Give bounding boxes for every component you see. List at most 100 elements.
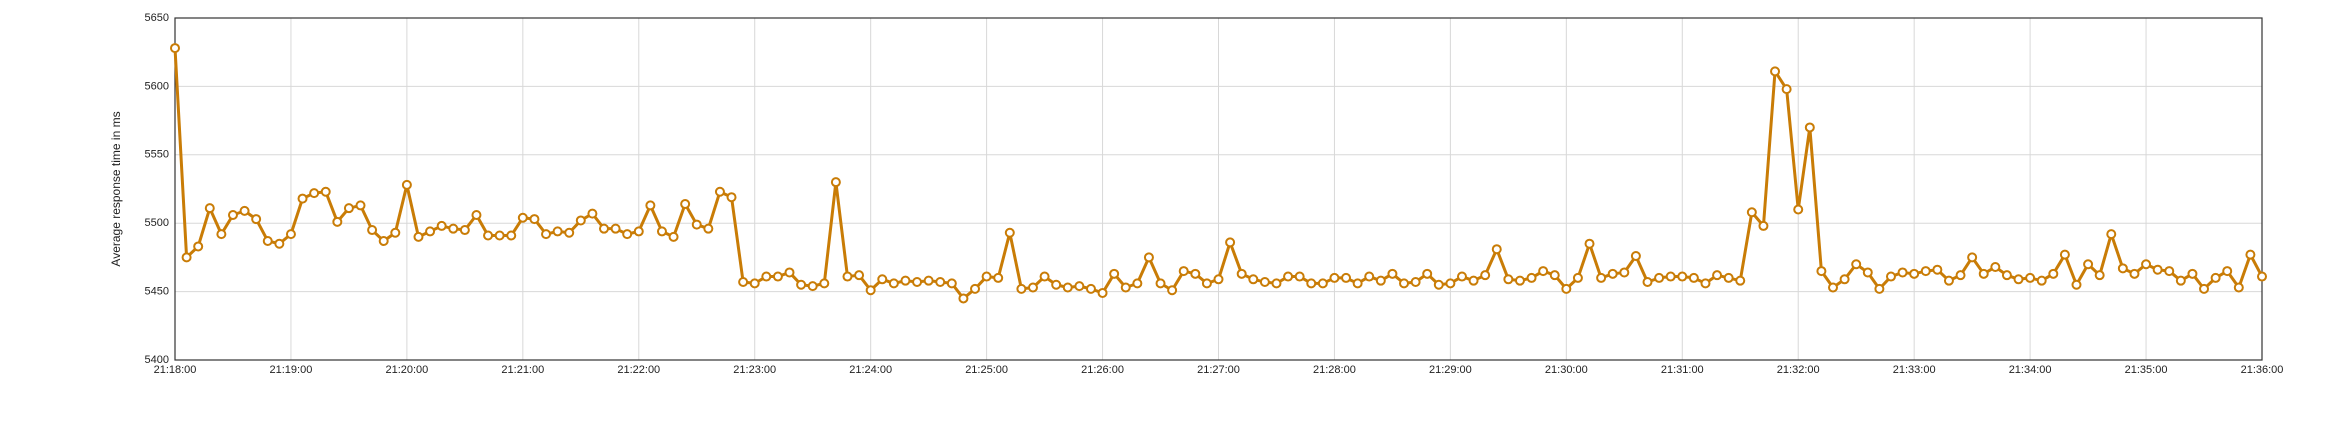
data-point — [1236, 268, 1247, 279]
data-point — [2164, 266, 2175, 277]
data-point — [1468, 275, 1479, 286]
data-point — [1990, 261, 2001, 272]
x-tick-label: 21:35:00 — [2125, 364, 2168, 376]
data-point — [1712, 270, 1723, 281]
data-point — [1584, 238, 1595, 249]
y-tick-label: 5550 — [145, 149, 169, 161]
data-point — [309, 188, 320, 199]
data-point — [1491, 244, 1502, 255]
data-point — [227, 209, 238, 220]
plot-border — [174, 17, 2263, 361]
data-point — [401, 179, 412, 190]
data-point — [2036, 275, 2047, 286]
y-tick-label: 5400 — [145, 354, 169, 366]
data-point — [1433, 279, 1444, 290]
data-point — [784, 267, 795, 278]
data-point — [1572, 272, 1583, 283]
data-point — [1480, 270, 1491, 281]
data-point — [598, 223, 609, 234]
data-point — [1828, 282, 1839, 293]
data-point — [772, 271, 783, 282]
data-point — [1932, 264, 1943, 275]
data-point — [297, 193, 308, 204]
data-point — [1132, 278, 1143, 289]
data-point — [1329, 272, 1340, 283]
data-point — [355, 200, 366, 211]
data-point — [1027, 282, 1038, 293]
data-point — [1074, 281, 1085, 292]
data-point — [807, 281, 818, 292]
x-tick-label: 21:29:00 — [1429, 364, 1472, 376]
data-point — [2117, 263, 2128, 274]
data-point — [1897, 267, 1908, 278]
data-point — [2199, 283, 2210, 294]
data-point — [622, 229, 633, 240]
data-point — [1016, 283, 1027, 294]
data-point — [738, 277, 749, 288]
data-point — [912, 277, 923, 288]
data-point — [1816, 266, 1827, 277]
data-point — [1503, 274, 1514, 285]
data-point — [830, 177, 841, 188]
data-point — [262, 235, 273, 246]
data-point — [1514, 275, 1525, 286]
data-point — [541, 229, 552, 240]
data-point — [1804, 122, 1815, 133]
data-point — [552, 226, 563, 237]
data-point — [645, 200, 656, 211]
x-tick-label: 21:30:00 — [1545, 364, 1588, 376]
data-point — [1607, 268, 1618, 279]
data-point — [517, 212, 528, 223]
data-point — [656, 226, 667, 237]
data-point — [1120, 282, 1131, 293]
x-tick-label: 21:23:00 — [733, 364, 776, 376]
data-point — [1213, 274, 1224, 285]
x-tick-label: 21:20:00 — [385, 364, 428, 376]
x-tick-label: 21:22:00 — [617, 364, 660, 376]
data-point — [1874, 283, 1885, 294]
data-point — [1341, 272, 1352, 283]
data-point — [1654, 272, 1665, 283]
x-tick-label: 21:18:00 — [154, 364, 197, 376]
data-point — [1920, 266, 1931, 277]
data-point — [1387, 268, 1398, 279]
data-point — [796, 279, 807, 290]
x-tick-label: 21:32:00 — [1777, 364, 1820, 376]
data-point — [680, 199, 691, 210]
data-point — [970, 283, 981, 294]
x-tick-label: 21:36:00 — [2241, 364, 2284, 376]
data-point — [2083, 259, 2094, 270]
x-tick-label: 21:24:00 — [849, 364, 892, 376]
data-point — [1039, 271, 1050, 282]
x-tick-label: 21:19:00 — [270, 364, 313, 376]
data-point — [1943, 275, 1954, 286]
data-point — [1862, 267, 1873, 278]
data-point — [436, 220, 447, 231]
data-point — [483, 230, 494, 241]
data-point — [993, 272, 1004, 283]
data-point — [714, 186, 725, 197]
data-point — [285, 229, 296, 240]
x-tick-label: 21:27:00 — [1197, 364, 1240, 376]
data-point — [1758, 220, 1769, 231]
data-point — [2059, 249, 2070, 260]
data-point — [1688, 272, 1699, 283]
data-point — [1051, 279, 1062, 290]
data-point — [2025, 272, 2036, 283]
data-point — [2175, 275, 2186, 286]
data-point — [1399, 278, 1410, 289]
data-point — [2233, 282, 2244, 293]
data-point — [1085, 283, 1096, 294]
data-point — [854, 270, 865, 281]
data-point — [2141, 259, 2152, 270]
data-point — [1190, 268, 1201, 279]
data-point — [1167, 285, 1178, 296]
data-point — [1619, 267, 1630, 278]
data-point — [1097, 287, 1108, 298]
data-point — [2222, 266, 2233, 277]
data-point — [703, 223, 714, 234]
data-point — [946, 278, 957, 289]
data-point — [494, 230, 505, 241]
data-point — [459, 225, 470, 236]
